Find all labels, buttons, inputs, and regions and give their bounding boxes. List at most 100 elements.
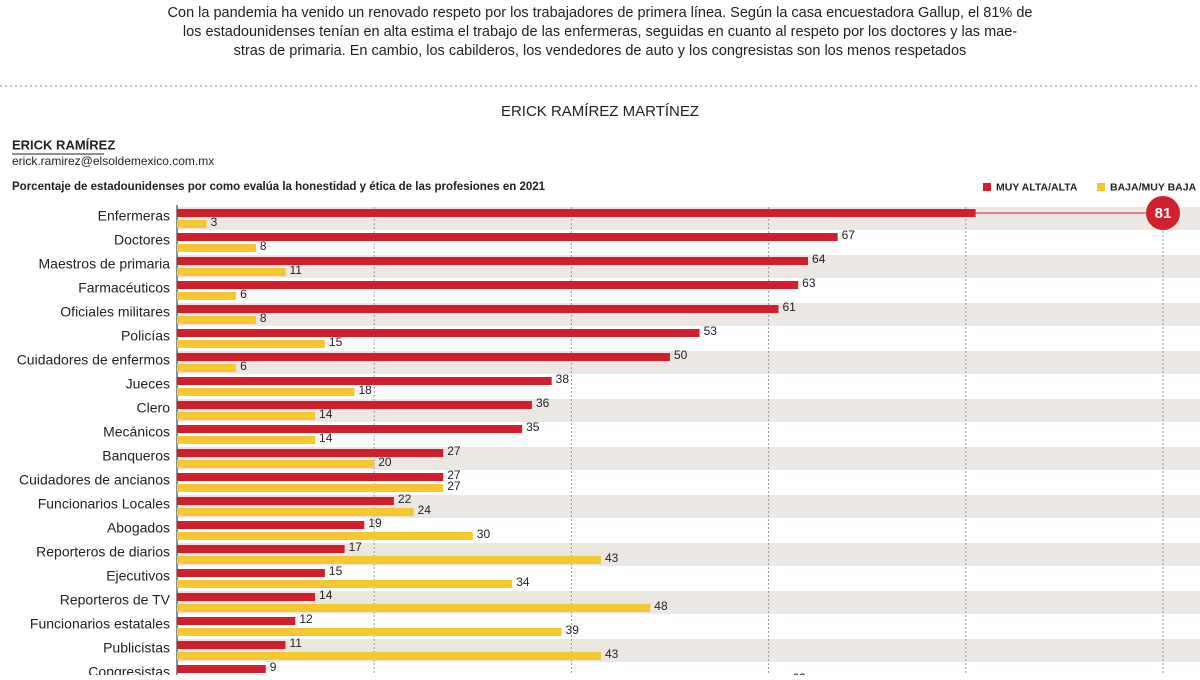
value-label: 15: [329, 564, 343, 578]
value-label: 18: [358, 383, 372, 397]
value-label: 27: [447, 444, 461, 458]
value-label: 12: [299, 612, 313, 626]
email: erick.ramirez@elsoldemexico.com.mx: [12, 154, 214, 168]
bar: [177, 220, 207, 228]
bar: [177, 641, 286, 649]
bar: [177, 604, 651, 612]
bar: [177, 556, 601, 564]
intro-line: Con la pandemia ha venido un renovado re…: [168, 5, 1033, 21]
value-label: 27: [447, 468, 461, 482]
category-label: Enfermeras: [98, 208, 170, 224]
category-label: Doctores: [114, 232, 170, 248]
bar: [177, 305, 779, 313]
value-label: 8: [260, 311, 267, 325]
category-label: Funcionarios estatales: [30, 616, 170, 632]
bar: [177, 388, 355, 396]
value-label: 67: [842, 228, 856, 242]
bar: [177, 316, 256, 324]
value-label: 30: [477, 527, 491, 541]
bar: [177, 292, 237, 300]
bar: [177, 593, 316, 601]
value-label: 14: [319, 407, 333, 421]
bar: [177, 340, 325, 348]
category-label: Reporteros de diarios: [36, 544, 170, 560]
value-label: 35: [526, 420, 540, 434]
bar: [177, 617, 296, 625]
bar: [177, 257, 809, 265]
author: ERICK RAMÍREZ: [12, 137, 115, 152]
category-label: Funcionarios Locales: [38, 496, 170, 512]
bar: [177, 209, 976, 217]
bar: [177, 449, 444, 457]
bar: [177, 497, 394, 505]
value-label: 43: [605, 551, 619, 565]
bar: [177, 484, 444, 492]
bar: [177, 377, 552, 385]
value-label: 11: [289, 636, 302, 650]
value-label: 64: [812, 252, 826, 266]
category-label: Maestros de primaria: [39, 256, 171, 272]
value-label: 14: [319, 588, 333, 602]
value-label: 81: [1155, 205, 1172, 222]
bar: [177, 628, 562, 636]
category-label: Jueces: [126, 376, 170, 392]
bar: [177, 329, 700, 337]
value-label: 34: [516, 575, 530, 589]
intro-line: stras de primaria. En cambio, los cabild…: [234, 43, 967, 59]
row-stripe: [177, 495, 1200, 518]
bar: [177, 364, 237, 372]
value-label: 9: [270, 660, 277, 674]
bar: [177, 353, 670, 361]
callout-circle: [1146, 196, 1180, 230]
bar: [177, 244, 256, 252]
legend-label: MUY ALTA/ALTA: [996, 181, 1078, 193]
value-label: 14: [319, 431, 333, 445]
bar: [177, 281, 799, 289]
value-label: 8: [260, 239, 267, 253]
bar: [177, 521, 365, 529]
category-label: Cuidadores de ancianos: [19, 472, 170, 488]
value-label: 53: [704, 324, 718, 338]
value-label: 36: [536, 396, 550, 410]
value-label: 15: [329, 335, 343, 349]
value-label: 22: [398, 492, 412, 506]
value-label: 11: [289, 263, 302, 277]
value-label: 19: [368, 516, 382, 530]
legend-swatch: [1097, 183, 1105, 191]
bar: [177, 665, 266, 673]
bar: [177, 532, 473, 540]
value-label: 3: [211, 215, 218, 229]
value-label: 38: [556, 372, 570, 386]
chart-title: Porcentaje de estadounidenses por como e…: [12, 181, 546, 193]
category-label: Farmacéuticos: [78, 280, 170, 296]
bar: [177, 569, 325, 577]
bar: [177, 425, 523, 433]
category-label: Oficiales militares: [60, 304, 170, 320]
category-label: Mecánicos: [103, 424, 170, 440]
bar: [177, 268, 286, 276]
value-label: 63: [802, 276, 816, 290]
bar: [177, 473, 444, 481]
value-label: 6: [240, 287, 247, 301]
value-label: 17: [349, 540, 363, 554]
category-label: Abogados: [107, 520, 170, 536]
category-label: Ejecutivos: [106, 568, 170, 584]
value-label: 39: [566, 623, 580, 637]
value-label: 48: [654, 599, 668, 613]
bar: [177, 460, 375, 468]
value-label: 24: [418, 503, 432, 517]
category-label: Cuidadores de enfermos: [17, 352, 170, 368]
intro-line: los estadounidenses tenían en alta estim…: [183, 24, 1017, 40]
bar: [177, 436, 316, 444]
bar: [177, 545, 345, 553]
bar: [177, 508, 414, 516]
bar: [177, 580, 513, 588]
category-label: Reporteros de TV: [60, 592, 171, 608]
category-label: Publicistas: [103, 640, 170, 656]
bar: [177, 401, 532, 409]
bar: [177, 412, 316, 420]
value-label: 61: [782, 300, 796, 314]
value-label: 6: [240, 359, 247, 373]
